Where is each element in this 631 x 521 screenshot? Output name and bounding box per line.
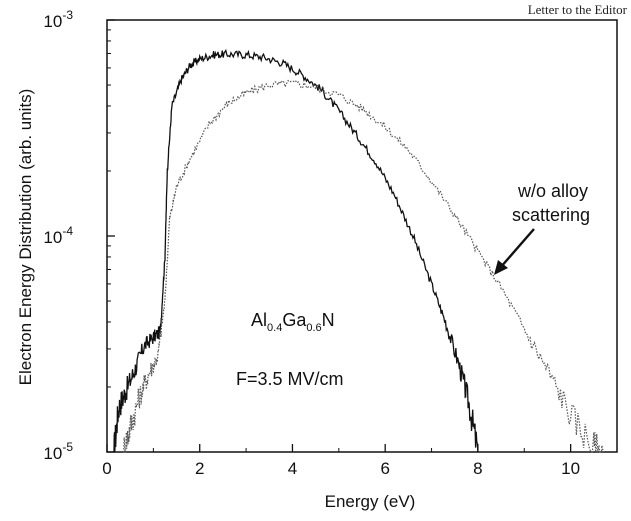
- y-axis-title: Electron Energy Distribution (arb. units…: [16, 89, 35, 386]
- material-n: N: [322, 310, 335, 330]
- material-sub1: 0.4: [267, 322, 282, 334]
- series-without-alloy-scattering: [123, 79, 604, 453]
- x-tick-label: 4: [288, 459, 297, 478]
- material-ga: Ga: [282, 310, 307, 330]
- series-group: [113, 48, 604, 453]
- y-tick-label: 10-4: [43, 224, 73, 247]
- material-sub2: 0.6: [306, 322, 321, 334]
- y-tick-label: 10-3: [43, 8, 73, 31]
- x-axis-title: Energy (eV): [325, 492, 416, 511]
- y-tick-label: 10-5: [43, 440, 73, 463]
- annotation-scattering: scattering: [512, 205, 590, 225]
- ticks: 0 2 4 6 8 10 10-5 10-4 10-3: [43, 8, 618, 478]
- annotation-arrow-head: [494, 260, 508, 275]
- annotation-group: w/o alloy scattering Al0.4Ga0.6N F=3.5 M…: [236, 181, 590, 389]
- x-tick-label: 8: [473, 459, 482, 478]
- x-tick-label: 6: [380, 459, 389, 478]
- material-label: Al0.4Ga0.6N: [251, 310, 335, 334]
- x-tick-label: 0: [102, 459, 111, 478]
- annotation-arrow-shaft: [499, 228, 535, 269]
- annotation-w-o-alloy: w/o alloy: [517, 181, 588, 201]
- field-label: F=3.5 MV/cm: [236, 369, 344, 389]
- material-al: Al: [251, 310, 267, 330]
- axes: [106, 19, 618, 453]
- x-tick-label: 2: [195, 459, 204, 478]
- plot-frame: [106, 19, 618, 453]
- series-with-alloy-scattering: [113, 48, 479, 453]
- x-tick-label: 10: [561, 459, 580, 478]
- page-header: Letter to the Editor: [527, 2, 627, 17]
